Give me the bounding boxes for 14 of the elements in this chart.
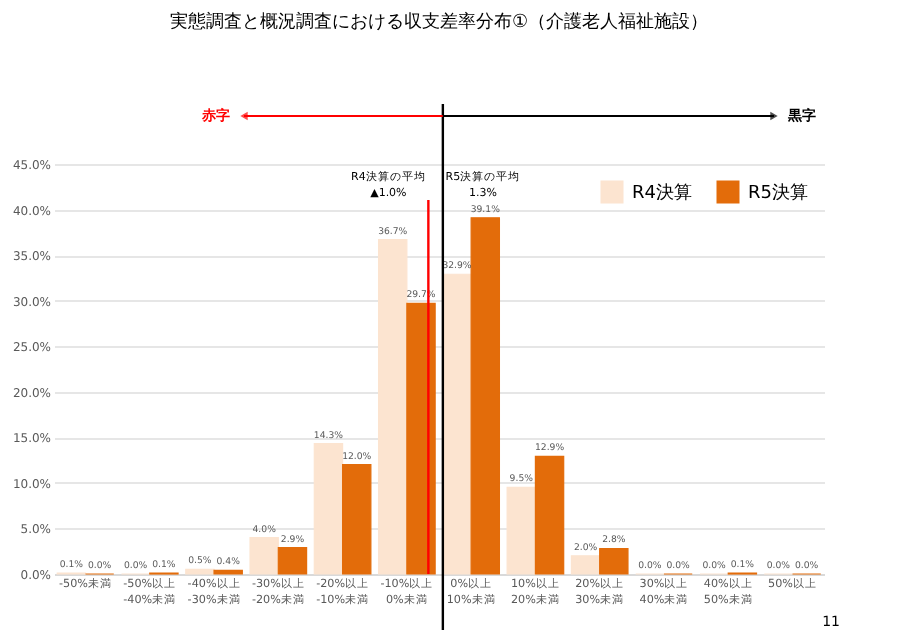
legend-label: R4決算: [632, 182, 692, 204]
bar: [506, 486, 537, 575]
bar: [249, 536, 279, 575]
bar: [313, 443, 344, 575]
bar: [377, 239, 408, 575]
bar: [470, 217, 501, 575]
bar: [185, 568, 215, 575]
bar: [570, 555, 601, 575]
bar: [599, 547, 629, 575]
chart-title: 実態調査と概況調査における収支差率分布①（介護老人福祉施設）: [169, 10, 709, 33]
bar: [534, 455, 565, 575]
bar: [341, 464, 372, 575]
legend-label: R5決算: [748, 182, 808, 204]
bar: [277, 546, 308, 575]
